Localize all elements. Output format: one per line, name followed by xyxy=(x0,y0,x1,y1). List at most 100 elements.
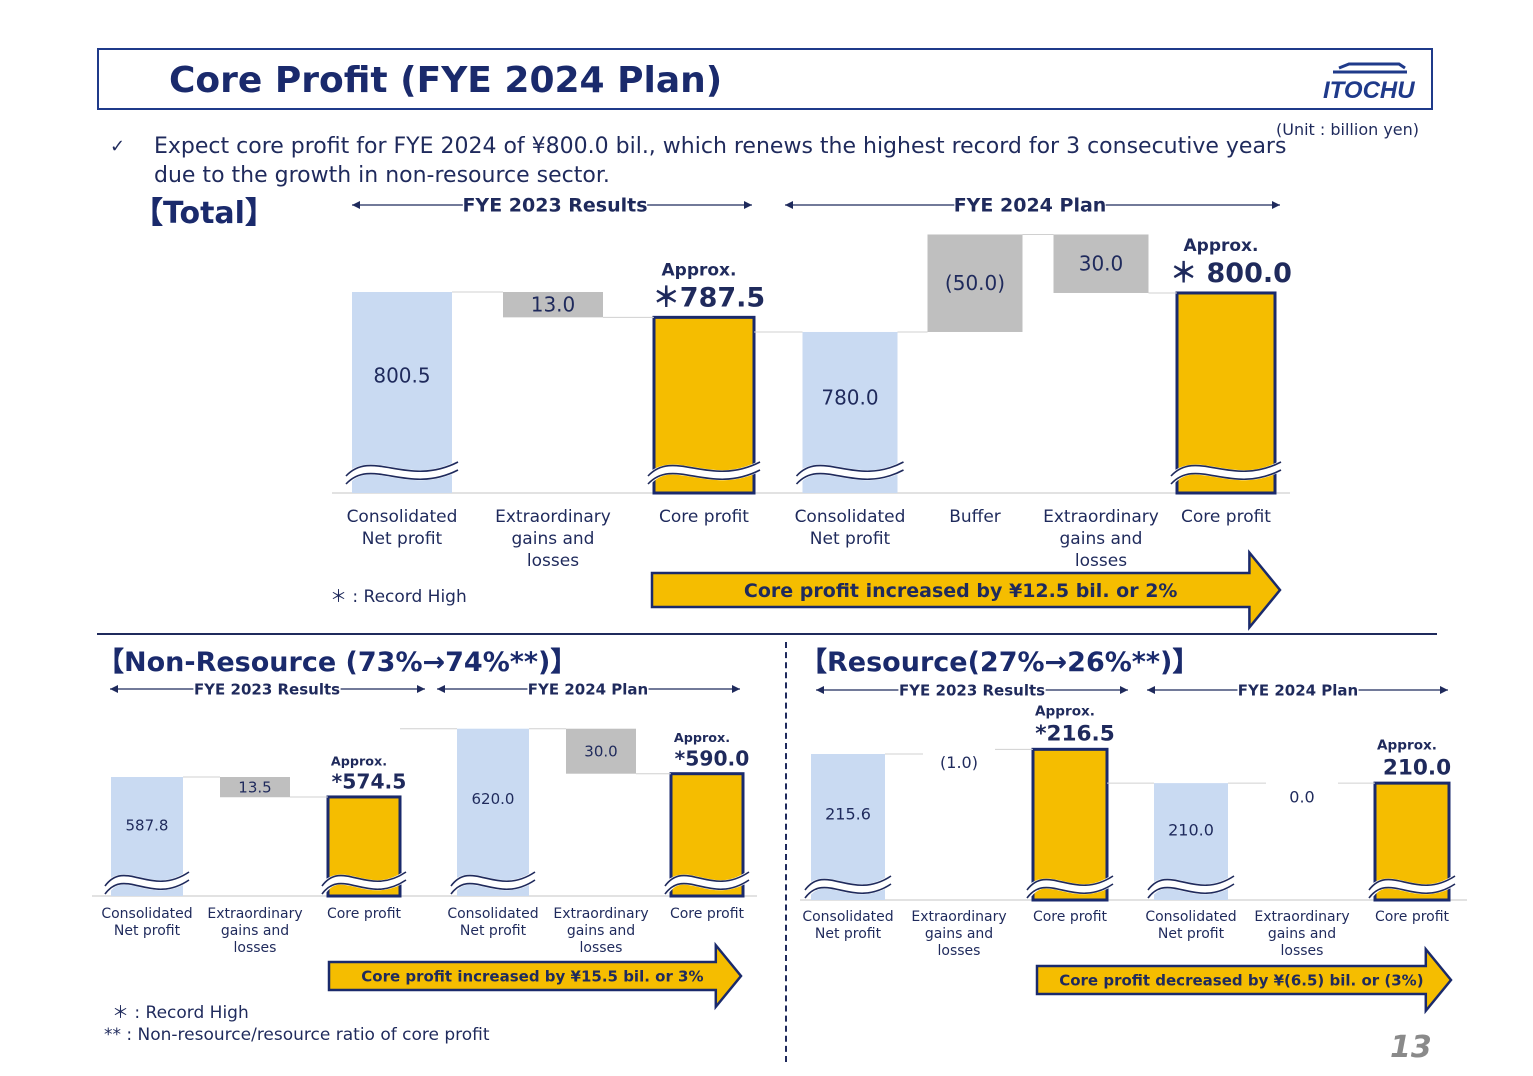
category-label: losses xyxy=(1075,551,1127,571)
bar-base xyxy=(457,728,529,896)
bar-value-label: 30.0 xyxy=(1079,252,1124,276)
axis-break-line xyxy=(450,879,536,895)
category-label: losses xyxy=(1281,943,1324,959)
axis-break-line xyxy=(804,883,892,899)
category-label: Net profit xyxy=(810,529,891,549)
arrowhead-left xyxy=(1147,686,1155,694)
category-label: Consolidated xyxy=(101,906,192,922)
bar-value-label: 13.5 xyxy=(238,778,271,796)
approx-label: Approx. xyxy=(331,754,387,769)
bar-value-label: 13.0 xyxy=(531,293,576,317)
axis-break-line xyxy=(1026,883,1114,899)
axis-break-line xyxy=(104,879,190,895)
group-label: FYE 2024 Plan xyxy=(954,195,1107,217)
arrowhead-left xyxy=(110,685,118,693)
group-label: FYE 2024 Plan xyxy=(1238,681,1358,699)
bar-value-label: *590.0 xyxy=(675,746,750,770)
group-label: FYE 2023 Results xyxy=(462,195,647,217)
section-divider-horizontal xyxy=(97,633,1437,635)
approx-label: Approx. xyxy=(1377,738,1437,754)
arrowhead-right xyxy=(1440,686,1448,694)
bar-adjust xyxy=(1053,234,1149,293)
axis-break xyxy=(800,875,894,898)
axis-break xyxy=(342,461,461,484)
arrowhead-right xyxy=(1120,686,1128,694)
group-label: FYE 2023 Results xyxy=(899,681,1045,699)
approx-label: Approx. xyxy=(1184,236,1259,256)
summary-text: Expect core profit for FYE 2024 of ¥800.… xyxy=(154,134,1287,188)
axis-break-line xyxy=(664,879,750,895)
title-box: Core Profit (FYE 2024 Plan) ITOCHU xyxy=(97,48,1433,110)
approx-label: Approx. xyxy=(1035,704,1095,720)
category-label: losses xyxy=(580,940,623,956)
axis-break xyxy=(660,871,752,894)
category-label: Net profit xyxy=(815,926,882,942)
category-label: losses xyxy=(234,940,277,956)
bar-core xyxy=(1031,747,1109,902)
bar-value-label: 210.0 xyxy=(1383,755,1451,780)
category-label: Net profit xyxy=(460,923,527,939)
axis-break xyxy=(317,871,409,894)
page-title: Core Profit (FYE 2024 Plan) xyxy=(169,60,723,101)
bar-base xyxy=(811,754,885,900)
axis-break-line xyxy=(321,871,407,887)
axis-break-line xyxy=(1026,875,1114,891)
arrowhead-right xyxy=(1272,201,1280,209)
category-label: Core profit xyxy=(1375,909,1450,925)
axis-break-line xyxy=(1147,883,1235,899)
section-resource: 【Resource(27%→26%**)】 xyxy=(800,647,1200,678)
arrowhead-left xyxy=(785,201,793,209)
axis-break-line xyxy=(321,879,407,895)
bar-value-label: (1.0) xyxy=(940,753,978,772)
arrowhead-left xyxy=(816,686,824,694)
category-label: gains and xyxy=(1268,926,1336,942)
change-banner-arrow xyxy=(327,941,743,1011)
bar-value-label: 215.6 xyxy=(825,805,871,824)
bar-value-label: 0.0 xyxy=(1289,787,1314,806)
category-label: Net profit xyxy=(114,923,181,939)
bar-value-label: 620.0 xyxy=(472,790,515,808)
category-label: losses xyxy=(938,943,981,959)
bar-value-label: 30.0 xyxy=(584,742,617,760)
arrowhead-left xyxy=(352,201,360,209)
change-banner-label: Core profit decreased by ¥(6.5) bil. or … xyxy=(1059,971,1423,989)
arrowhead-left xyxy=(437,685,445,693)
ratio-note: ** : Non-resource/resource ratio of core… xyxy=(104,1025,490,1045)
category-label: gains and xyxy=(925,926,993,942)
category-label: gains and xyxy=(221,923,289,939)
axis-break-line xyxy=(804,875,892,891)
category-label: Consolidated xyxy=(447,906,538,922)
bar-value-label: *216.5 xyxy=(1035,722,1115,747)
chart-resource: FYE 2023 Results FYE 2024 Plan 215.6 Consol… xyxy=(800,681,1467,1015)
axis-break-line xyxy=(450,871,536,887)
chart-total: FYE 2023 Results FYE 2024 Plan 800.5 Consol… xyxy=(332,195,1292,631)
change-banner-label: Core profit increased by ¥12.5 bil. or 2… xyxy=(744,580,1178,602)
category-label: Extraordinary xyxy=(553,906,648,922)
axis-break xyxy=(644,461,763,484)
axis-break-line xyxy=(795,469,904,485)
axis-break xyxy=(1143,875,1237,898)
group-label: FYE 2023 Results xyxy=(194,680,340,698)
axis-break-line xyxy=(1368,875,1456,891)
record-high-note-total: ＊ : Record High xyxy=(330,587,467,607)
category-label: Core profit xyxy=(1181,507,1271,527)
bar-value-label: ＊787.5 xyxy=(653,282,765,313)
category-label: Extraordinary xyxy=(1043,507,1159,527)
bar-value-label: (50.0) xyxy=(945,271,1005,295)
page-number: 13 xyxy=(1390,1030,1432,1065)
change-banner-arrow xyxy=(1035,945,1453,1015)
category-label: Net profit xyxy=(1158,926,1225,942)
section-non-resource: 【Non-Resource (73%→74%**)】 xyxy=(97,647,578,678)
axis-break-line xyxy=(1368,883,1456,899)
section-divider-vertical xyxy=(785,642,787,1062)
bar-adjust xyxy=(503,292,603,318)
axis-break xyxy=(100,871,192,894)
axis-break-line xyxy=(647,469,761,485)
category-label: Extraordinary xyxy=(207,906,302,922)
group-label: FYE 2024 Plan xyxy=(528,680,648,698)
record-high-note: ＊ : Record High xyxy=(112,1003,249,1023)
category-label: Consolidated xyxy=(347,507,458,527)
category-label: Core profit xyxy=(670,906,745,922)
category-label: gains and xyxy=(512,529,595,549)
